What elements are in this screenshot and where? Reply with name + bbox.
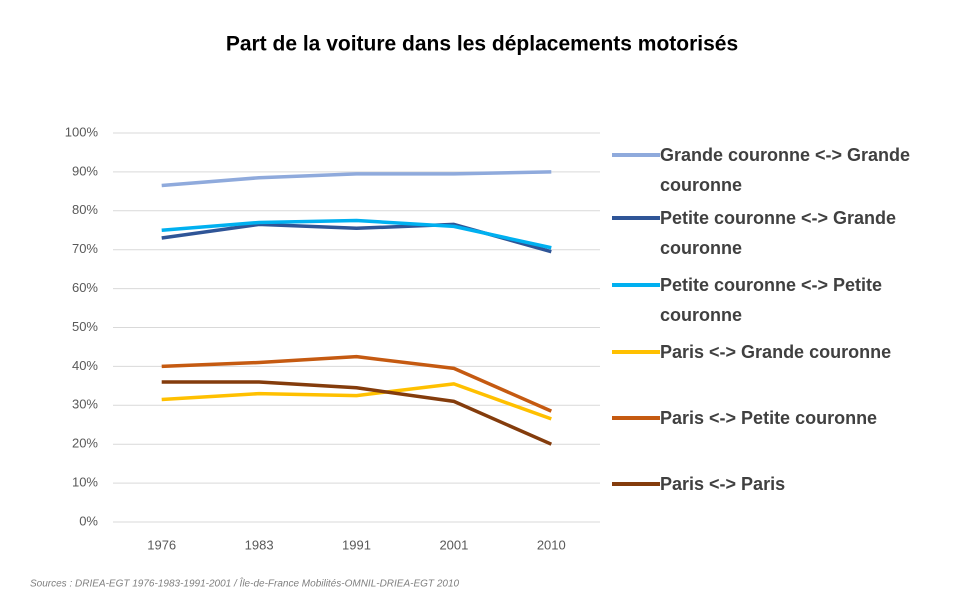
y-tick-label: 10% [72, 475, 98, 490]
legend-label: Petite couronne <-> Petite couronne [660, 275, 883, 325]
legend-label: Grande couronne <-> Grande couronne [660, 145, 911, 195]
y-tick-label: 50% [72, 319, 98, 334]
y-tick-label: 20% [72, 436, 98, 451]
x-tick-label: 1983 [245, 537, 274, 552]
chart-title: Part de la voiture dans les déplacements… [226, 33, 738, 56]
y-tick-label: 30% [72, 397, 98, 412]
x-tick-label: 2010 [537, 537, 566, 552]
series-line [161, 218, 552, 250]
x-tick-label: 1976 [147, 537, 176, 552]
legend-label: Paris <-> Petite couronne [660, 408, 878, 428]
y-tick-label: 100% [65, 124, 99, 139]
legend-label: Paris <-> Paris [660, 474, 786, 494]
x-tick-label: 1991 [342, 537, 371, 552]
y-tick-label: 0% [79, 513, 98, 528]
y-tick-label: 40% [72, 358, 98, 373]
source: Sources : DRIEA-EGT 1976-1983-1991-2001 … [30, 577, 460, 590]
series-line [161, 170, 552, 188]
series-line [161, 380, 553, 446]
legend-label: Paris <-> Grande couronne [660, 342, 892, 362]
y-tick-label: 90% [72, 163, 98, 178]
legend-label: Petite couronne <-> Grande couronne [660, 208, 897, 258]
y-tick-label: 80% [72, 202, 98, 217]
series-line [161, 382, 552, 421]
y-tick-label: 60% [72, 280, 98, 295]
series-line [161, 222, 552, 254]
series-line [161, 354, 553, 413]
x-tick-label: 2001 [439, 537, 468, 552]
y-tick-label: 70% [72, 241, 98, 256]
